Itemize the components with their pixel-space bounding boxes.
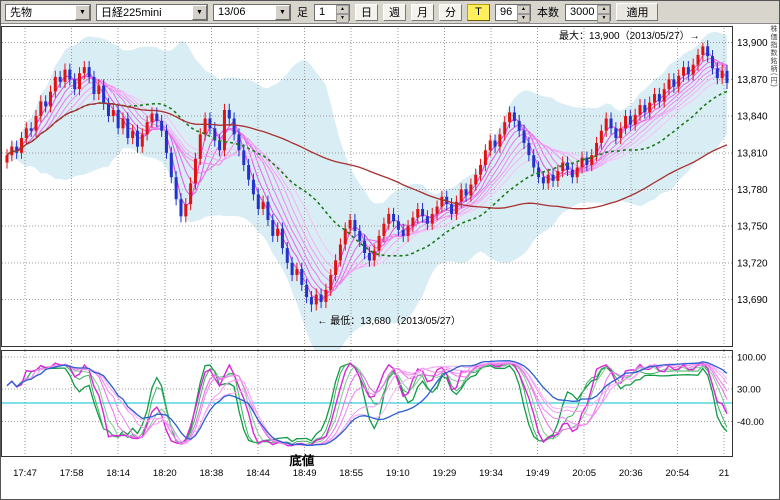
spinner-arrows-icon[interactable]: ▲ ▼	[597, 4, 611, 23]
price-axis-labels: 13,900 13,870 13,840 13,810 13,780 13,750 13,7…	[737, 38, 768, 306]
bottom-annotation: 底値	[289, 453, 315, 468]
bars-label: 本数	[537, 7, 559, 19]
main-panel-frame	[1, 26, 733, 347]
price-annotations: 最大：13,900（2013/05/27）→ ← 最低：13,680（2013/0…	[317, 29, 699, 327]
svg-text:17:47: 17:47	[13, 468, 37, 479]
contract-select-value: 13/06	[218, 6, 246, 18]
svg-text:底値: 底値	[289, 453, 315, 468]
toolbar: 先物 ▼ 日経225mini ▼ 13/06 ▼ 足 1 ▲ ▼ 日 週 月 分 …	[1, 1, 779, 24]
oscillator-series	[6, 360, 728, 447]
svg-text:19:29: 19:29	[433, 468, 457, 479]
oscillator-axis-labels: 100.00 30.00 -40.00	[737, 352, 766, 428]
bars-count-stepper[interactable]: 3000 ▲ ▼	[565, 3, 612, 23]
svg-text:17:58: 17:58	[60, 468, 84, 479]
symbol-select[interactable]: 日経225mini ▼	[96, 3, 208, 21]
svg-text:20:36: 20:36	[619, 468, 643, 479]
svg-text:18:14: 18:14	[106, 468, 130, 479]
period-button-week[interactable]: 週	[383, 3, 406, 21]
svg-text:18:20: 18:20	[153, 468, 177, 479]
chart-canvas[interactable]: 13,900 13,870 13,840 13,810 13,780 13,750 13,7…	[1, 24, 780, 500]
chevron-down-icon[interactable]: ▼	[275, 4, 290, 20]
chevron-down-icon[interactable]: ▼	[192, 4, 207, 20]
price-axis-note: 株価指数銘柄(円)	[770, 25, 777, 88]
candlestick-series	[5, 40, 729, 312]
svg-text:19:10: 19:10	[386, 468, 410, 479]
svg-text:← 最低：13,680（2013/05/27）: ← 最低：13,680（2013/05/27）	[317, 314, 460, 327]
svg-text:13,840: 13,840	[737, 112, 768, 123]
svg-text:20:05: 20:05	[572, 468, 596, 479]
period-button-day[interactable]: 日	[355, 3, 378, 21]
symbol-select-value: 日経225mini	[101, 7, 162, 19]
svg-text:20:54: 20:54	[666, 468, 690, 479]
svg-text:13,900: 13,900	[737, 38, 768, 49]
contract-select[interactable]: 13/06 ▼	[213, 3, 291, 21]
chevron-down-icon[interactable]: ▼	[75, 4, 90, 20]
svg-text:100.00: 100.00	[737, 352, 766, 363]
svg-text:最大：13,900（2013/05/27）→: 最大：13,900（2013/05/27）→	[559, 29, 700, 42]
oscillator-panel	[1, 350, 733, 457]
svg-text:13,750: 13,750	[737, 222, 768, 233]
spinner-arrows-icon[interactable]: ▲ ▼	[517, 4, 530, 23]
bars-count-value: 3000	[570, 6, 595, 18]
period-button-month[interactable]: 月	[411, 3, 434, 21]
interval-value: 1	[319, 6, 326, 18]
interval-label: 足	[297, 7, 308, 19]
spinner-arrows-icon[interactable]: ▲ ▼	[336, 4, 349, 23]
tick-count-stepper[interactable]: 96 ▲ ▼	[495, 3, 531, 23]
svg-text:18:38: 18:38	[200, 468, 224, 479]
svg-text:13,870: 13,870	[737, 75, 768, 86]
svg-text:21: 21	[719, 468, 730, 479]
svg-text:13,780: 13,780	[737, 185, 768, 196]
svg-text:13,810: 13,810	[737, 148, 768, 159]
svg-text:18:44: 18:44	[246, 468, 270, 479]
svg-text:18:49: 18:49	[293, 468, 317, 479]
svg-text:13,720: 13,720	[737, 258, 768, 269]
volatility-band	[7, 31, 727, 367]
tick-count-value: 96	[500, 6, 513, 18]
interval-stepper[interactable]: 1 ▲ ▼	[314, 3, 350, 23]
svg-text:-40.00: -40.00	[737, 417, 764, 428]
apply-button[interactable]: 適用	[616, 3, 659, 21]
svg-text:19:49: 19:49	[526, 468, 550, 479]
period-button-tick[interactable]: T	[467, 3, 490, 21]
svg-text:19:34: 19:34	[479, 468, 503, 479]
category-select-value: 先物	[10, 7, 32, 19]
svg-text:13,690: 13,690	[737, 295, 768, 306]
svg-text:18:55: 18:55	[339, 468, 363, 479]
period-button-minute[interactable]: 分	[439, 3, 462, 21]
time-axis-labels: 17:47 17:58 18:14 18:20 18:38 18:44 18:49 18:55…	[13, 468, 729, 479]
svg-text:30.00: 30.00	[737, 385, 761, 396]
long-moving-averages	[6, 90, 728, 257]
category-select[interactable]: 先物 ▼	[5, 3, 91, 21]
